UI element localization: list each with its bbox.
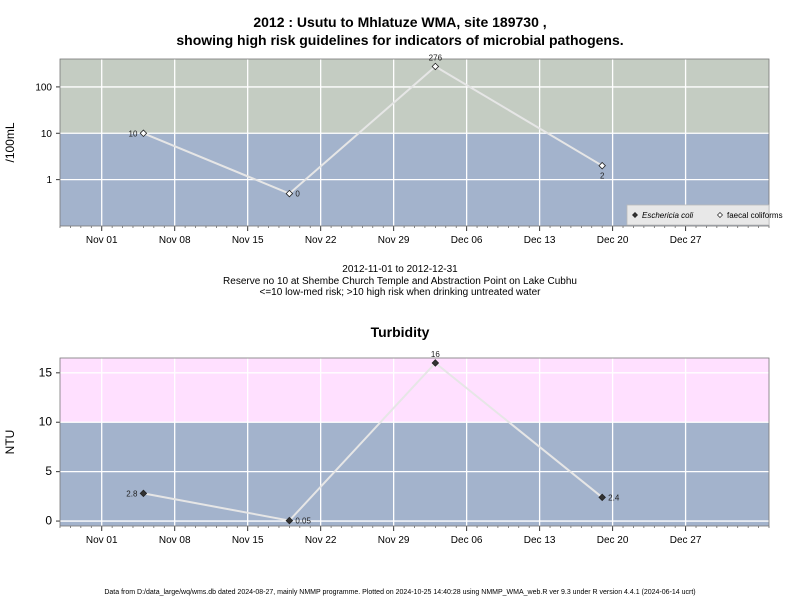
c2-ytick-label: 10	[39, 415, 53, 429]
chart1-title-line1: 2012 : Usutu to Mhlatuze WMA, site 18973…	[253, 14, 547, 30]
c2-data-label: 16	[431, 350, 440, 359]
c2-band-0	[60, 358, 769, 423]
c1-legend-marker	[632, 212, 638, 218]
c1-xtick-label: Dec 20	[597, 235, 629, 246]
c2-ytick-label: 5	[45, 464, 52, 478]
c2-point	[598, 493, 606, 502]
turbidity-chart: Nov 01 Nov 08 Nov 15 Nov 22 Nov 29 Dec 06 Dec …	[3, 350, 770, 546]
c1-legend-label: faecal coliforms	[727, 211, 783, 220]
c1-point	[139, 129, 148, 138]
c1-ylabel: /100mL	[3, 122, 17, 162]
c2-point	[139, 489, 148, 498]
c2-xtick-label: Nov 15	[232, 535, 264, 546]
c1-data-label: 0	[295, 190, 300, 199]
c2-data-label: 0.05	[295, 517, 311, 526]
c1-legend-marker	[717, 212, 723, 218]
c2-series-line	[143, 361, 603, 522]
c1-point	[431, 62, 440, 71]
info-guideline: <=10 low-med risk; >10 high risk when dr…	[259, 287, 541, 298]
c2-ytick-label: 15	[39, 365, 53, 379]
c1-frame	[59, 58, 770, 227]
c2-data-label: 2.8	[126, 489, 138, 498]
c2-point	[285, 516, 294, 525]
c2-xtick-label: Dec 27	[670, 535, 702, 546]
microbial-chart: Nov 01 Nov 08 Nov 15 Nov 22 Nov 29 Dec 06 Dec …	[3, 53, 783, 246]
c1-xtick-label: Nov 15	[232, 235, 264, 246]
c2-frame	[59, 357, 770, 527]
c1-legend-box	[626, 204, 770, 226]
c1-data-label: 276	[429, 53, 443, 62]
c1-xtick-label: Dec 27	[670, 235, 702, 246]
c1-band-0	[60, 59, 769, 134]
c2-xtick-label: Nov 22	[305, 535, 337, 546]
c1-ytick-label: 100	[35, 82, 52, 93]
c2-ylabel: NTU	[3, 430, 17, 455]
c1-xtick-label: Dec 06	[451, 235, 483, 246]
info-site: Reserve no 10 at Shembe Church Temple an…	[223, 276, 577, 287]
footer-note: Data from D:/data_large/wq/wms.db dated …	[104, 589, 696, 596]
c1-legend-label: Eschericia coli	[642, 211, 693, 220]
c1-xtick-label: Dec 13	[524, 235, 556, 246]
info-date-range: 2012-11-01 to 2012-12-31	[342, 264, 458, 275]
c1-xtick-label: Nov 22	[305, 235, 337, 246]
c2-xtick-label: Nov 08	[159, 535, 191, 546]
c2-band-1	[60, 422, 769, 526]
c2-xtick-label: Dec 20	[597, 535, 629, 546]
c2-data-label: 2.4	[608, 493, 620, 502]
c1-xtick-label: Nov 08	[159, 235, 191, 246]
c2-xtick-label: Nov 01	[86, 535, 118, 546]
c2-xtick-label: Dec 13	[524, 535, 556, 546]
c2-ytick-label: 0	[45, 514, 52, 528]
c1-ytick-label: 1	[46, 175, 52, 186]
chart2-title: Turbidity	[370, 324, 430, 340]
c1-point	[598, 161, 606, 170]
c1-xtick-label: Nov 29	[378, 235, 410, 246]
c1-point	[285, 189, 294, 198]
c1-series-line	[143, 65, 603, 195]
c1-data-label: 10	[129, 129, 138, 138]
c1-ytick-label: 10	[41, 129, 53, 140]
chart1-title-line2: showing high risk guidelines for indicat…	[176, 32, 624, 48]
c2-point	[431, 359, 440, 367]
c1-xtick-label: Nov 01	[86, 235, 118, 246]
c1-data-label: 2	[600, 172, 605, 181]
c2-xtick-label: Dec 06	[451, 535, 483, 546]
c2-xtick-label: Nov 29	[378, 535, 410, 546]
